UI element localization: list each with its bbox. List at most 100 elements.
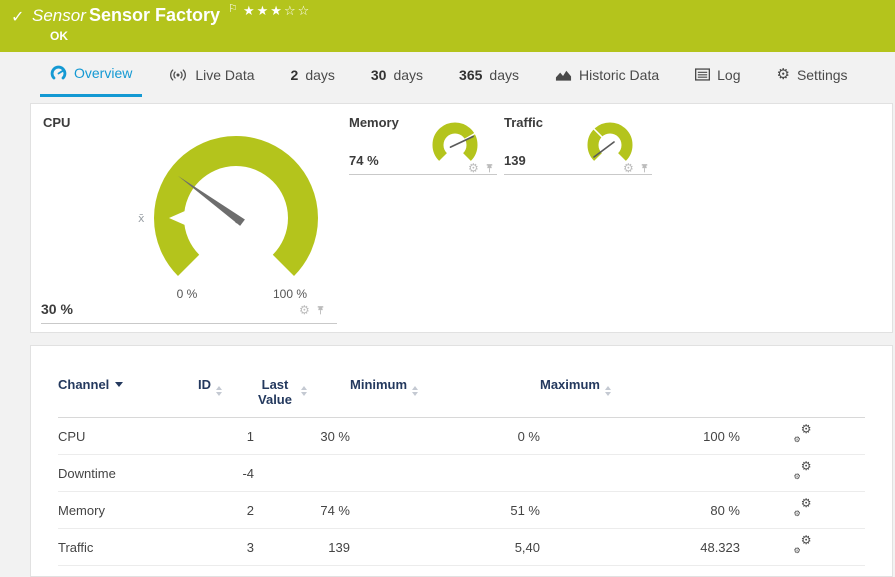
channel-table-header-row: Channel ID Last Value Minimum Maximum bbox=[58, 373, 865, 418]
gauge-icon bbox=[50, 65, 67, 79]
tab-label: days bbox=[305, 66, 335, 83]
column-header-minimum[interactable]: Minimum bbox=[350, 373, 540, 418]
traffic-gauge-needle bbox=[593, 141, 615, 158]
cell-maximum: 48.323 bbox=[540, 528, 740, 566]
cell-channel: Downtime bbox=[58, 454, 198, 492]
cpu-gauge-toolbar: ⚙ bbox=[299, 304, 326, 316]
tab-label: Live Data bbox=[195, 66, 255, 83]
tab-label: Log bbox=[717, 66, 741, 83]
traffic-gauge-toolbar: ⚙ bbox=[623, 162, 650, 174]
cpu-block-divider bbox=[41, 323, 337, 324]
table-row-traffic: Traffic 3 139 5,40 48.323 ⚙ ⚙ bbox=[58, 528, 865, 566]
tab-overview[interactable]: Overview bbox=[40, 52, 143, 97]
tab-label: Settings bbox=[796, 66, 848, 83]
memory-gauge-needle bbox=[449, 135, 474, 148]
cpu-gauge-value: 30 % bbox=[41, 301, 73, 317]
tab-2-days[interactable]: 2 days bbox=[281, 52, 345, 97]
tab-label: days bbox=[393, 66, 424, 83]
tab-settings[interactable]: ⚙ Settings bbox=[766, 52, 857, 97]
traffic-gauge-label: Traffic bbox=[504, 115, 544, 130]
sort-icon bbox=[216, 386, 222, 396]
sensor-status-badge: OK bbox=[50, 29, 68, 43]
traffic-block-divider bbox=[504, 174, 652, 175]
cpu-gauge-needle bbox=[177, 175, 245, 226]
table-row-cpu: CPU 1 30 % 0 % 100 % ⚙ ⚙ bbox=[58, 417, 865, 455]
cpu-gauge-label: CPU bbox=[43, 115, 71, 130]
gauge-settings-gear-icon[interactable]: ⚙ bbox=[623, 161, 634, 175]
tab-live-data[interactable]: Live Data bbox=[158, 52, 264, 97]
sensor-header: ✓ Sensor Sensor Factory ⚐ ★★★☆☆ OK bbox=[0, 0, 895, 52]
cell-minimum: 5,40 bbox=[350, 528, 540, 566]
channel-settings-icon[interactable]: ⚙ ⚙ bbox=[793, 459, 812, 481]
traffic-gauge bbox=[587, 122, 633, 161]
cell-id: 3 bbox=[198, 528, 254, 566]
cell-last-value bbox=[254, 454, 350, 492]
tab-365-days[interactable]: 365 days bbox=[449, 52, 529, 97]
tab-30-days[interactable]: 30 days bbox=[361, 52, 433, 97]
cell-id: 2 bbox=[198, 491, 254, 529]
tab-day-count: 2 bbox=[290, 66, 299, 83]
sort-icon bbox=[301, 386, 307, 396]
table-row-downtime: Downtime -4 ⚙ ⚙ bbox=[58, 454, 865, 492]
tab-label: Historic Data bbox=[578, 66, 660, 83]
column-header-actions bbox=[740, 373, 865, 418]
live-data-icon bbox=[170, 68, 187, 81]
channel-table: Channel ID Last Value Minimum Maximum bbox=[58, 373, 865, 566]
column-header-maximum[interactable]: Maximum bbox=[540, 373, 740, 418]
cell-last-value: 74 % bbox=[254, 491, 350, 529]
cell-last-value: 139 bbox=[254, 528, 350, 566]
sensor-tab-bar: Overview Live Data 2 days 30 days 365 da… bbox=[0, 52, 895, 97]
cell-maximum: 100 % bbox=[540, 417, 740, 455]
gear-icon: ⚙ bbox=[776, 65, 790, 83]
gauge-settings-gear-icon[interactable]: ⚙ bbox=[299, 303, 310, 317]
memory-gauge-value: 74 % bbox=[349, 153, 379, 168]
channel-table-panel: Channel ID Last Value Minimum Maximum bbox=[30, 345, 893, 577]
tab-log[interactable]: Log bbox=[685, 52, 750, 97]
memory-average-marker bbox=[464, 132, 476, 141]
pin-icon[interactable] bbox=[315, 305, 326, 316]
cpu-average-notch bbox=[169, 210, 187, 226]
cell-minimum: 51 % bbox=[350, 491, 540, 529]
traffic-average-marker bbox=[593, 128, 603, 138]
gauges-panel: CPU x̄ 0 % 100 % 30 % ⚙ Memory 74 % ⚙ Tr… bbox=[30, 103, 893, 333]
priority-flag-icon: ⚐ bbox=[228, 2, 238, 15]
pin-icon[interactable] bbox=[639, 163, 650, 174]
cpu-scale-min: 0 % bbox=[176, 287, 198, 301]
cell-channel: Traffic bbox=[58, 528, 198, 566]
priority-stars-rating[interactable]: ★★★☆☆ bbox=[243, 4, 312, 19]
memory-gauge-label: Memory bbox=[349, 115, 399, 130]
sort-icon bbox=[604, 386, 611, 396]
sort-icon bbox=[412, 386, 419, 396]
cpu-scale-max: 100 % bbox=[272, 287, 308, 301]
cell-maximum bbox=[540, 454, 740, 492]
object-type-label: Sensor bbox=[32, 6, 86, 25]
channel-settings-icon[interactable]: ⚙ ⚙ bbox=[793, 533, 812, 555]
pin-icon[interactable] bbox=[484, 163, 495, 174]
column-header-id[interactable]: ID bbox=[198, 373, 254, 418]
tab-historic-data[interactable]: Historic Data bbox=[545, 52, 669, 97]
status-ok-check-icon: ✓ bbox=[11, 7, 25, 26]
channel-settings-icon[interactable]: ⚙ ⚙ bbox=[793, 496, 812, 518]
column-header-channel[interactable]: Channel bbox=[58, 373, 198, 418]
memory-gauge bbox=[432, 122, 478, 161]
table-row-memory: Memory 2 74 % 51 % 80 % ⚙ ⚙ bbox=[58, 491, 865, 529]
area-chart-icon bbox=[555, 70, 572, 81]
cpu-average-marker-label: x̄ bbox=[138, 212, 145, 225]
sort-desc-icon bbox=[115, 382, 124, 387]
gauge-settings-gear-icon[interactable]: ⚙ bbox=[468, 161, 479, 175]
column-header-last-value[interactable]: Last Value bbox=[254, 373, 350, 418]
cell-id: 1 bbox=[198, 417, 254, 455]
cell-channel: CPU bbox=[58, 417, 198, 455]
cell-channel: Memory bbox=[58, 491, 198, 529]
sensor-title: Sensor Factory bbox=[89, 5, 221, 25]
tab-label: days bbox=[489, 66, 519, 83]
cell-maximum: 80 % bbox=[540, 491, 740, 529]
cell-minimum: 0 % bbox=[350, 417, 540, 455]
cell-last-value: 30 % bbox=[254, 417, 350, 455]
cell-id: -4 bbox=[198, 454, 254, 492]
memory-block-divider bbox=[349, 174, 497, 175]
cpu-gauge: x̄ bbox=[138, 136, 318, 276]
traffic-gauge-value: 139 bbox=[504, 153, 526, 168]
cell-minimum bbox=[350, 454, 540, 492]
channel-settings-icon[interactable]: ⚙ ⚙ bbox=[793, 422, 812, 444]
